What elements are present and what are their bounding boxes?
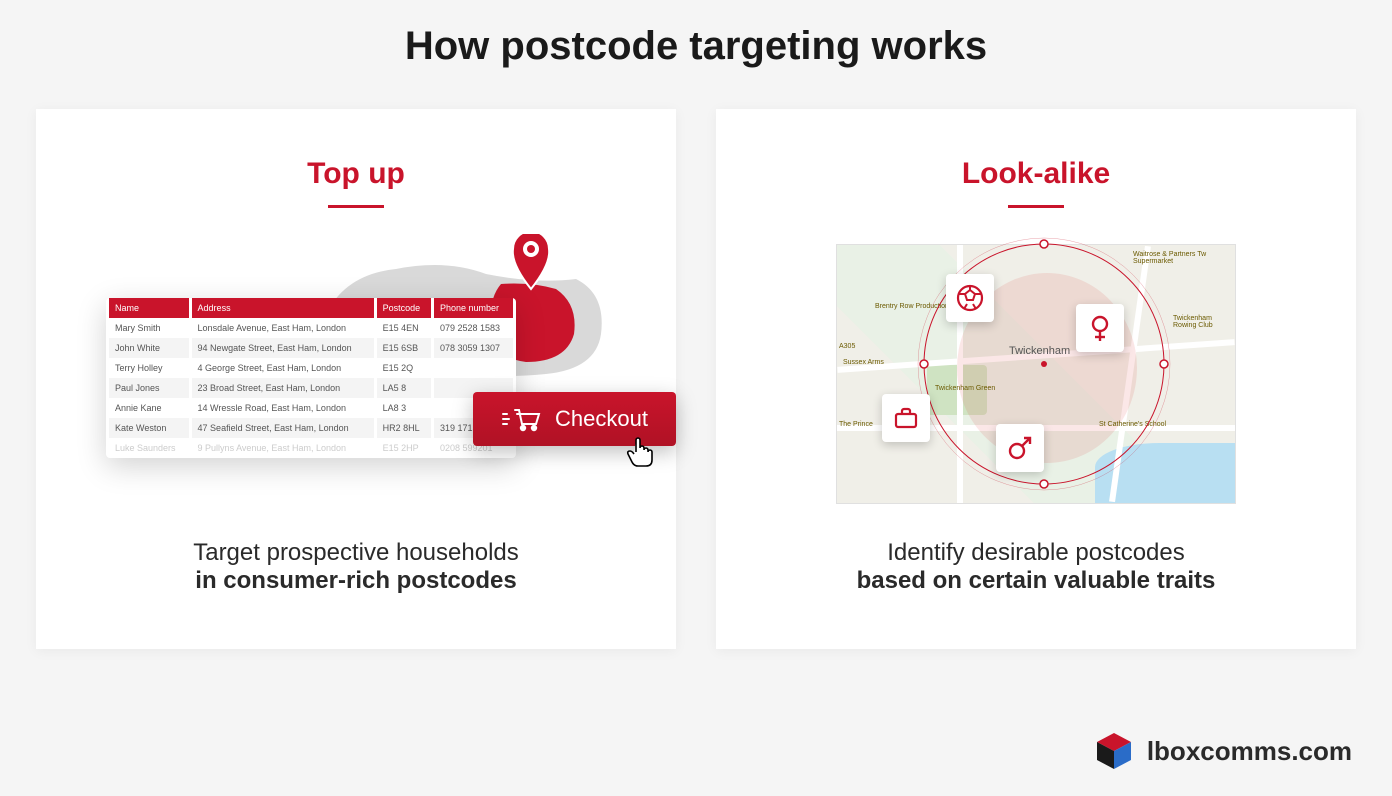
footer-logo: lboxcomms.com [1093,730,1352,772]
cart-icon [501,406,541,432]
card-topup-desc: Target prospective households in consume… [36,539,676,595]
footer-brand-text: lboxcomms.com [1147,736,1352,767]
page-title: How postcode targeting works [0,0,1392,69]
table-row: Paul Jones23 Broad Street, East Ham, Lon… [109,378,513,398]
card-lookalike-title: Look-alike [716,157,1356,191]
map-poi-label: The Prince [839,421,873,428]
cards-row: Top up NameAddressPostcodePhone number [0,109,1392,649]
title-underline [328,205,384,208]
card-topup: Top up NameAddressPostcodePhone number [36,109,676,649]
table-header: Address [192,298,374,318]
prospects-table: NameAddressPostcodePhone number Mary Smi… [106,298,516,458]
card-lookalike-desc: Identify desirable postcodes based on ce… [716,539,1356,595]
briefcase-icon [882,394,930,442]
table-row: Luke Saunders9 Pullyns Avenue, East Ham,… [109,438,513,458]
card-topup-title: Top up [36,157,676,191]
table-row: Mary SmithLonsdale Avenue, East Ham, Lon… [109,318,513,338]
topup-graphic: NameAddressPostcodePhone number Mary Smi… [106,234,606,514]
cursor-hand-icon [624,436,658,470]
map-placename: Twickenham [1009,345,1070,357]
map-poi-label: Brentry Row Productions [875,303,952,310]
table-row: John White94 Newgate Street, East Ham, L… [109,338,513,358]
table-row: Kate Weston47 Seafield Street, East Ham,… [109,418,513,438]
map-poi-label: A305 [839,343,855,350]
title-underline [1008,205,1064,208]
table-header: Postcode [377,298,431,318]
cube-icon [1093,730,1135,772]
checkout-label: Checkout [555,406,648,432]
map-poi-label: Twickenham Green [935,385,995,392]
table-header: Name [109,298,189,318]
table-row: Annie Kane14 Wressle Road, East Ham, Lon… [109,398,513,418]
table-header: Phone number [434,298,513,318]
table-row: Terry Holley4 George Street, East Ham, L… [109,358,513,378]
map-poi-label: St Catherine's School [1099,421,1166,428]
card-lookalike: Look-alike Twickenham Brentry Row Produc… [716,109,1356,649]
map-poi-label: Waitrose & Partners Tw Supermarket [1133,251,1235,265]
map-poi-label: Sussex Arms [843,359,884,366]
lookalike-graphic: Twickenham Brentry Row Productions Sussex… [836,244,1236,504]
male-icon [996,424,1044,472]
female-icon [1076,304,1124,352]
map-poi-label: Twickenham Rowing Club [1173,315,1235,329]
football-icon [946,274,994,322]
